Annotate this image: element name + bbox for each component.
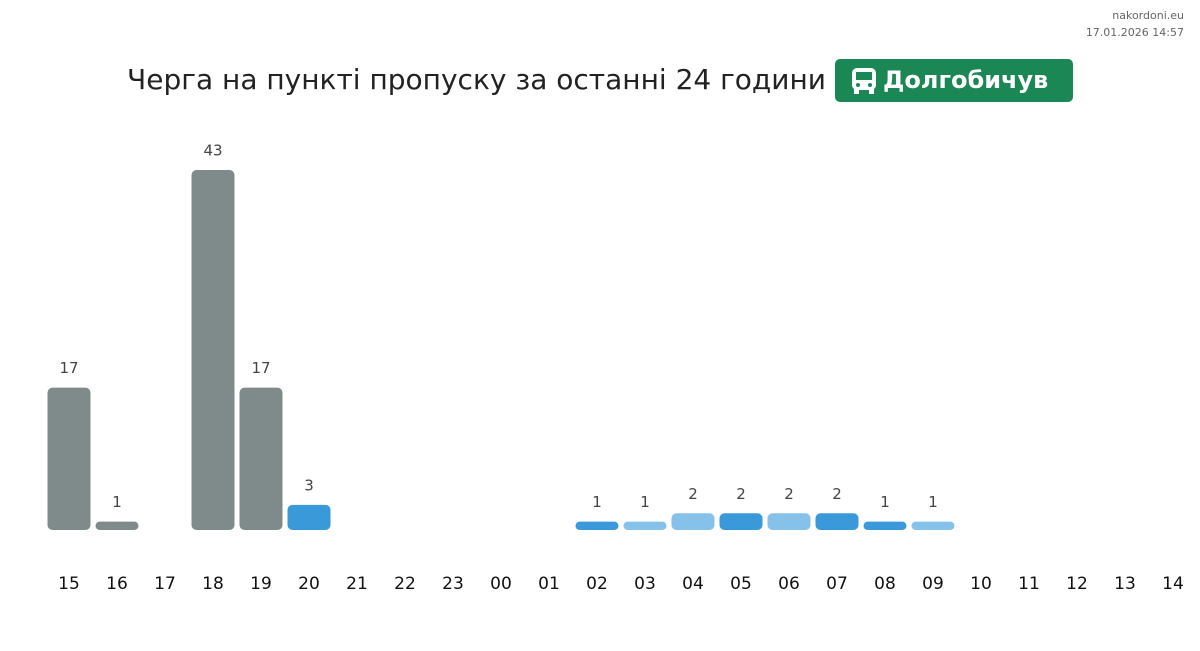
chart-title: Черга на пункті пропуску за останні 24 г… bbox=[127, 63, 826, 96]
value-label: 17 bbox=[59, 359, 78, 377]
value-label: 43 bbox=[203, 142, 222, 160]
value-label: 2 bbox=[688, 485, 698, 503]
bar bbox=[287, 504, 331, 530]
badge bbox=[835, 59, 1073, 102]
badge-label: Долгобичув bbox=[883, 66, 1048, 94]
bar bbox=[671, 513, 715, 530]
bar bbox=[95, 521, 139, 530]
bar bbox=[191, 170, 235, 530]
bus-icon bbox=[852, 68, 876, 94]
bar bbox=[911, 521, 955, 530]
x-tick-label: 11 bbox=[1018, 574, 1040, 594]
x-tick-label: 08 bbox=[874, 574, 896, 594]
x-tick-label: 15 bbox=[58, 574, 80, 594]
bar bbox=[719, 513, 763, 530]
x-tick-label: 01 bbox=[538, 574, 560, 594]
value-label: 1 bbox=[592, 493, 602, 511]
x-tick-label: 20 bbox=[298, 574, 320, 594]
x-tick-label: 07 bbox=[826, 574, 848, 594]
x-tick-label: 16 bbox=[106, 574, 128, 594]
x-tick-label: 14 bbox=[1162, 574, 1184, 594]
value-label: 2 bbox=[832, 485, 842, 503]
x-tick-label: 13 bbox=[1114, 574, 1136, 594]
x-tick-label: 12 bbox=[1066, 574, 1088, 594]
value-label: 1 bbox=[928, 493, 938, 511]
x-tick-label: 17 bbox=[154, 574, 176, 594]
x-tick-label: 23 bbox=[442, 574, 464, 594]
bar bbox=[815, 513, 859, 530]
x-tick-label: 05 bbox=[730, 574, 752, 594]
timestamp: 17.01.2026 14:57 bbox=[1086, 26, 1184, 39]
x-tick-label: 00 bbox=[490, 574, 512, 594]
x-tick-label: 18 bbox=[202, 574, 224, 594]
value-label: 2 bbox=[736, 485, 746, 503]
x-tick-label: 04 bbox=[682, 574, 704, 594]
x-tick-label: 21 bbox=[346, 574, 368, 594]
site: nakordoni.eu bbox=[1112, 9, 1184, 22]
x-tick-label: 06 bbox=[778, 574, 800, 594]
bar bbox=[863, 521, 907, 530]
value-label: 1 bbox=[880, 493, 890, 511]
x-tick-label: 02 bbox=[586, 574, 608, 594]
x-tick-label: 22 bbox=[394, 574, 416, 594]
x-tick-label: 03 bbox=[634, 574, 656, 594]
x-tick-label: 19 bbox=[250, 574, 272, 594]
value-label: 2 bbox=[784, 485, 794, 503]
bar bbox=[575, 521, 619, 530]
bar bbox=[47, 387, 91, 530]
value-label: 3 bbox=[304, 476, 314, 494]
x-tick-label: 09 bbox=[922, 574, 944, 594]
bar bbox=[767, 513, 811, 530]
value-label: 1 bbox=[112, 493, 122, 511]
value-label: 1 bbox=[640, 493, 650, 511]
value-label: 17 bbox=[251, 359, 270, 377]
x-tick-label: 10 bbox=[970, 574, 992, 594]
bar bbox=[623, 521, 667, 530]
bar bbox=[239, 387, 283, 530]
